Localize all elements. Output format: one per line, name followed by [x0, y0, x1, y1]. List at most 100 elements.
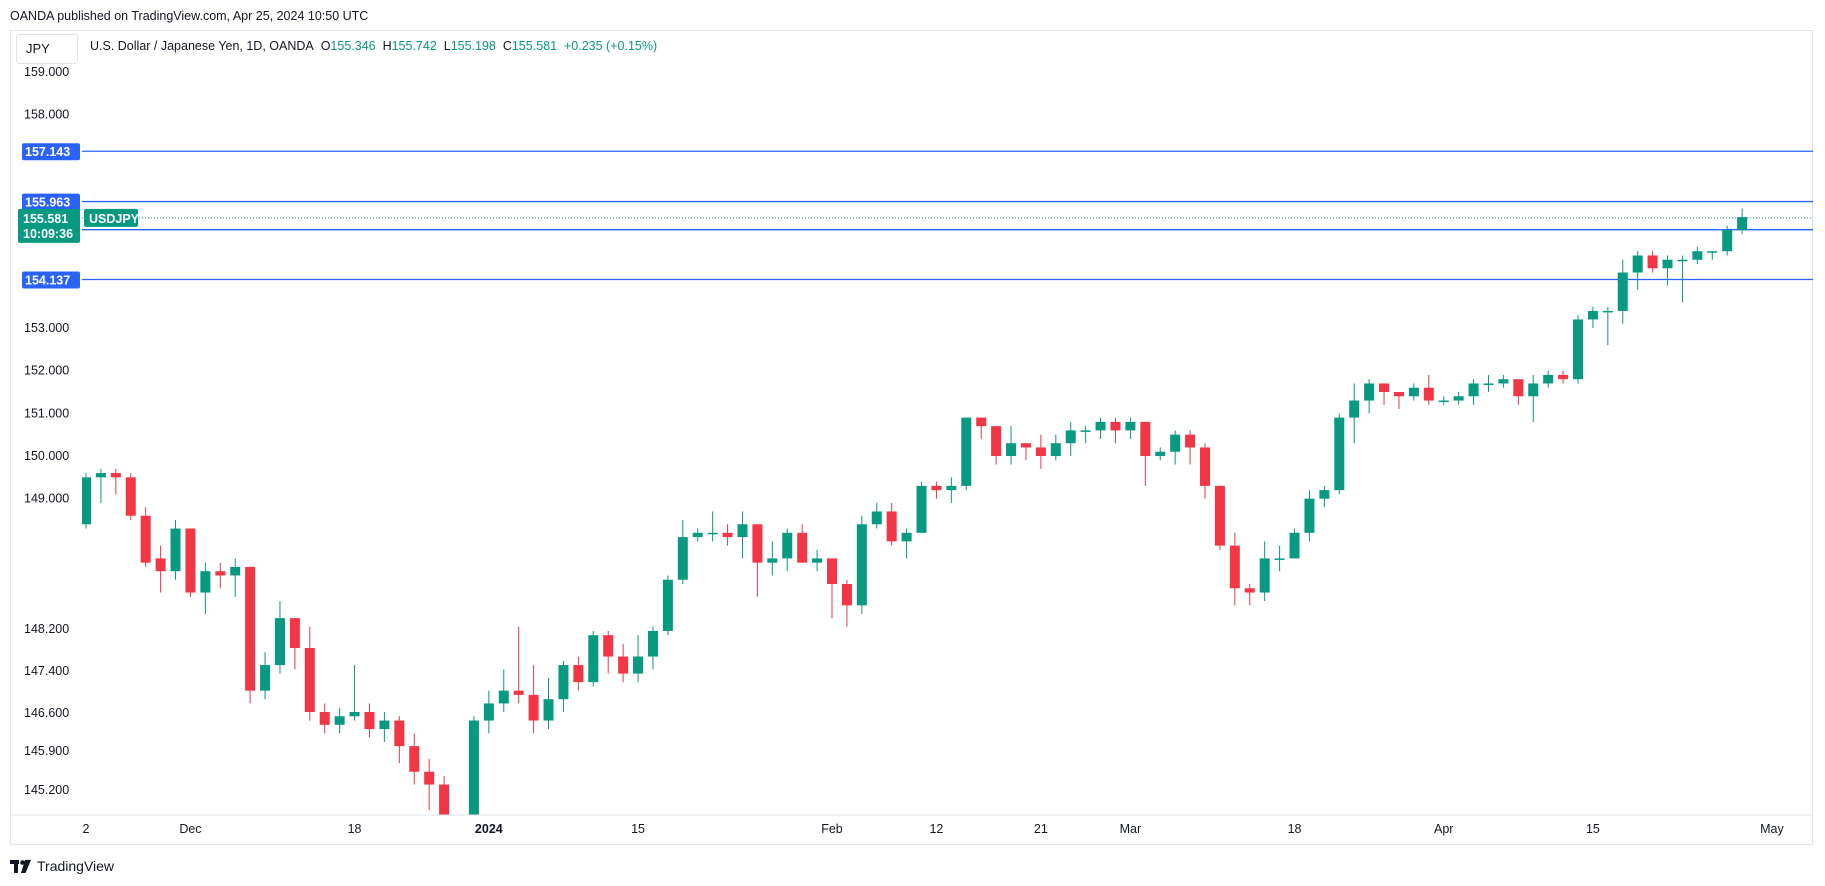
candle-body[interactable]	[1677, 259, 1688, 262]
candle-body[interactable]	[1543, 374, 1554, 384]
candle-body[interactable]	[1006, 443, 1017, 456]
candle-body[interactable]	[170, 528, 181, 572]
candle-body[interactable]	[1110, 421, 1121, 431]
candle-body[interactable]	[498, 690, 509, 704]
candle-body[interactable]	[483, 703, 494, 721]
candle-body[interactable]	[946, 485, 957, 491]
candle-body[interactable]	[185, 528, 196, 593]
candle-body[interactable]	[1453, 396, 1464, 401]
candle-body[interactable]	[274, 618, 285, 666]
candle-body[interactable]	[1379, 383, 1390, 392]
candle-body[interactable]	[1274, 558, 1285, 560]
candle-body[interactable]	[1602, 310, 1613, 313]
candle-body[interactable]	[1080, 430, 1091, 432]
candle-body[interactable]	[543, 699, 554, 721]
candle-body[interactable]	[513, 690, 524, 695]
candle-body[interactable]	[961, 417, 972, 486]
candle-body[interactable]	[1020, 443, 1031, 448]
candle-body[interactable]	[1259, 558, 1270, 593]
candle-body[interactable]	[1065, 430, 1076, 444]
candle-body[interactable]	[1558, 374, 1569, 380]
candle-body[interactable]	[1140, 421, 1151, 456]
candle-body[interactable]	[1289, 532, 1300, 559]
candle-body[interactable]	[1214, 485, 1225, 546]
candle-body[interactable]	[976, 417, 987, 427]
candle-body[interactable]	[886, 511, 897, 542]
candle-body[interactable]	[1423, 387, 1434, 401]
candle-body[interactable]	[260, 665, 271, 691]
candle-body[interactable]	[1438, 400, 1449, 403]
candle-body[interactable]	[1304, 498, 1315, 533]
candle-body[interactable]	[1737, 217, 1748, 230]
candle-body[interactable]	[931, 485, 942, 491]
candle-body[interactable]	[319, 712, 330, 725]
candle-body[interactable]	[1662, 259, 1673, 269]
candle-body[interactable]	[155, 558, 166, 572]
candle-body[interactable]	[647, 630, 658, 657]
candle-body[interactable]	[125, 477, 136, 516]
candle-body[interactable]	[245, 566, 256, 691]
candle-body[interactable]	[1125, 421, 1136, 431]
candle-body[interactable]	[797, 532, 808, 563]
candle-body[interactable]	[1319, 490, 1330, 499]
candle-body[interactable]	[1707, 251, 1718, 253]
candle-body[interactable]	[603, 635, 614, 657]
candle-body[interactable]	[468, 720, 479, 840]
candle-body[interactable]	[1185, 434, 1196, 448]
candle-body[interactable]	[1632, 255, 1643, 273]
candle-body[interactable]	[424, 771, 435, 785]
candle-body[interactable]	[1587, 310, 1598, 320]
candle-body[interactable]	[379, 720, 390, 730]
candle-body[interactable]	[394, 720, 405, 747]
candle-body[interactable]	[752, 524, 763, 563]
candle-body[interactable]	[707, 532, 718, 535]
candle-body[interactable]	[1035, 447, 1046, 456]
candle-body[interactable]	[827, 558, 837, 584]
candle-body[interactable]	[812, 558, 823, 563]
candle-body[interactable]	[677, 537, 688, 580]
candle-body[interactable]	[1528, 383, 1539, 397]
candle-body[interactable]	[662, 579, 673, 631]
candle-body[interactable]	[1155, 451, 1166, 456]
candle-body[interactable]	[454, 827, 464, 840]
candle-body[interactable]	[901, 532, 912, 542]
candle-body[interactable]	[334, 716, 345, 725]
candle-body[interactable]	[722, 532, 733, 538]
candle-body[interactable]	[95, 473, 106, 478]
candle-body[interactable]	[409, 746, 420, 772]
candle-body[interactable]	[349, 712, 360, 717]
candle-body[interactable]	[588, 635, 599, 683]
candle-body[interactable]	[1334, 417, 1345, 491]
candle-body[interactable]	[81, 477, 91, 525]
candle-body[interactable]	[991, 426, 1002, 456]
candle-body[interactable]	[1229, 545, 1240, 589]
candle-body[interactable]	[1050, 443, 1061, 456]
candle-body[interactable]	[1722, 229, 1733, 252]
currency-selector[interactable]: JPY	[16, 34, 78, 64]
candle-body[interactable]	[782, 532, 793, 559]
candle-body[interactable]	[200, 571, 211, 593]
candle-body[interactable]	[633, 656, 644, 674]
candle-body[interactable]	[304, 648, 315, 712]
candle-body[interactable]	[1364, 383, 1375, 401]
candle-body[interactable]	[1513, 379, 1524, 397]
candle-body[interactable]	[1349, 400, 1360, 418]
candle-body[interactable]	[1573, 319, 1583, 380]
candle-body[interactable]	[1647, 255, 1658, 269]
candle-body[interactable]	[1393, 392, 1404, 397]
tradingview-logo[interactable]: TradingView	[10, 858, 114, 874]
candle-body[interactable]	[439, 784, 450, 828]
candle-body[interactable]	[871, 511, 882, 525]
candle-body[interactable]	[856, 524, 867, 606]
candle-body[interactable]	[1692, 251, 1703, 260]
candle-body[interactable]	[1200, 447, 1210, 486]
candle-body[interactable]	[1408, 387, 1419, 397]
candle-body[interactable]	[1095, 421, 1106, 431]
candle-body[interactable]	[364, 712, 375, 730]
candle-body[interactable]	[558, 665, 569, 700]
candle-body[interactable]	[841, 584, 852, 606]
candle-body[interactable]	[110, 473, 121, 478]
candle-body[interactable]	[1170, 434, 1181, 452]
candle-body[interactable]	[1617, 272, 1628, 311]
